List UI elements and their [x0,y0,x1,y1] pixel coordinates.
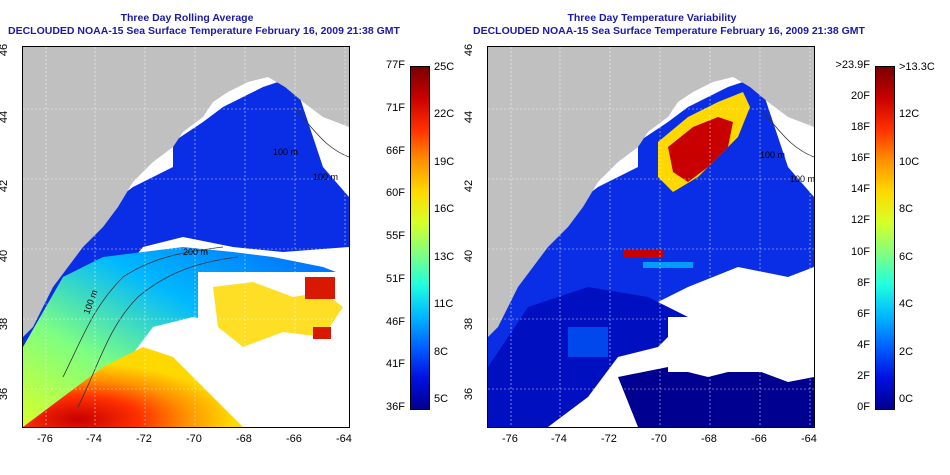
isobath-contour [757,106,814,158]
y-tick-label: 36 [0,387,11,401]
x-tick-label: -72 [136,433,152,445]
x-tick-label: -64 [336,433,352,445]
colorbar-tick-fahrenheit: 51F [386,272,405,285]
colorbar-tick-fahrenheit: 71F [386,101,405,114]
peak-variability-zone [668,117,733,182]
isobath-label: 100 m [273,147,299,157]
panel-subtitle: DECLOUDED NOAA-15 Sea Surface Temperatur… [473,25,865,37]
colorbar-tick-celsius: 4C [899,298,914,311]
colorbar-tick-celsius: 12C [899,108,920,121]
colorbar-tick-celsius: 8C [434,345,449,358]
colorbar-tick-celsius: 5C [434,393,449,405]
x-tick-label: -68 [236,433,252,445]
colorbar-tick-fahrenheit: 0F [857,401,870,413]
x-tick-label: -70 [186,433,202,445]
colorbar-tick-fahrenheit: >23.9F [835,59,870,71]
colorbar-tick-celsius: 0C [899,393,914,405]
variability-map[interactable]: 100 m 100 m [487,46,815,428]
sst-map[interactable]: 100 m 200 m 100 m 100 m [22,46,350,428]
variability-streak [623,250,663,258]
isobath-label: 100 m [760,150,786,160]
y-tick-label: 46 [0,43,11,57]
isobath-contour [77,256,239,408]
colorbar-tick-fahrenheit: 18F [851,121,870,134]
isobath-contour [292,106,349,158]
nova-scotia [748,62,814,117]
y-tick-label: 44 [463,110,476,124]
colorbar-tick-fahrenheit: 77F [386,59,405,71]
colorbar-variability [875,66,895,410]
y-tick-label: 38 [0,317,11,331]
x-tick-label: -74 [86,433,102,445]
colorbar-tick-celsius: 13C [434,250,455,263]
panel-title: Three Day Temperature Variability [567,12,737,24]
colorbar-tick-fahrenheit: 10F [851,245,870,258]
colorbar-tick-fahrenheit: 36F [386,401,405,413]
colorbar-tick-celsius: 2C [899,345,914,358]
moderate-variability [568,327,608,357]
colorbar-tick-fahrenheit: 16F [851,152,870,165]
colorbar-tick-fahrenheit: 41F [386,358,405,371]
x-tick-label: -64 [801,433,817,445]
x-tick-label: -66 [286,433,302,445]
lat-lon-grid [23,47,349,427]
colorbar-tick-fahrenheit: 2F [857,369,870,382]
colorbar-tick-fahrenheit: 20F [851,90,870,103]
x-tick-label: -74 [551,433,567,445]
colorbar-tick-celsius: 16C [434,203,455,216]
colorbar-tick-celsius: 22C [434,108,455,121]
nova-scotia [283,62,349,117]
variability-map-image [488,47,814,427]
cloud-patch [668,317,814,372]
y-tick-label: 40 [463,249,476,263]
colorbar-tick-celsius: 19C [434,155,455,168]
colorbar-tick-celsius: 11C [434,298,454,311]
colorbar-tick-fahrenheit: 14F [851,183,870,196]
colorbar-tick-celsius: 10C [899,155,920,168]
y-tick-label: 42 [0,179,11,193]
isobath-label: 100 m [790,174,815,184]
land-mass [488,47,814,337]
colorbar-tick-fahrenheit: 66F [386,144,405,157]
x-tick-label: -72 [601,433,617,445]
colorbar-tick-fahrenheit: 6F [857,307,870,320]
isobath-contour [62,246,224,378]
low-variability-water [618,367,814,427]
colorbar-tick-fahrenheit: 4F [857,338,870,351]
y-tick-label: 42 [463,179,476,193]
hot-spot-2 [313,327,331,339]
y-tick-label: 36 [463,387,476,401]
x-tick-label: -70 [651,433,667,445]
isobath-label: 200 m [183,247,209,257]
colorbar-tick-celsius: >13.3C [899,61,935,73]
colorbar-tick-fahrenheit: 12F [851,214,870,227]
panel-subtitle: DECLOUDED NOAA-15 Sea Surface Temperatur… [8,25,400,37]
x-tick-label: -76 [502,433,518,445]
colorbar-tick-fahrenheit: 8F [857,276,870,289]
hot-spot [305,277,335,299]
panel-title: Three Day Rolling Average [120,12,254,24]
y-tick-label: 38 [463,317,476,331]
colorbar-tick-fahrenheit: 46F [386,315,405,328]
colorbar-tick-celsius: 8C [899,203,914,216]
colorbar-tick-celsius: 6C [899,250,914,263]
cold-water [23,77,349,377]
variability-streak [643,262,693,268]
y-tick-label: 46 [463,43,476,57]
x-tick-label: -68 [701,433,717,445]
colorbar-tick-celsius: 25C [434,61,455,73]
y-tick-label: 40 [0,249,11,263]
x-tick-label: -76 [37,433,53,445]
y-tick-label: 44 [0,110,11,124]
colorbar-temperature [410,66,430,410]
lat-lon-grid [488,47,814,427]
colorbar-tick-fahrenheit: 60F [386,187,405,200]
sst-map-image [23,47,349,427]
land-mass [23,47,349,337]
x-tick-label: -66 [751,433,767,445]
colorbar-tick-fahrenheit: 55F [386,230,405,242]
isobath-label: 100 m [313,172,339,182]
